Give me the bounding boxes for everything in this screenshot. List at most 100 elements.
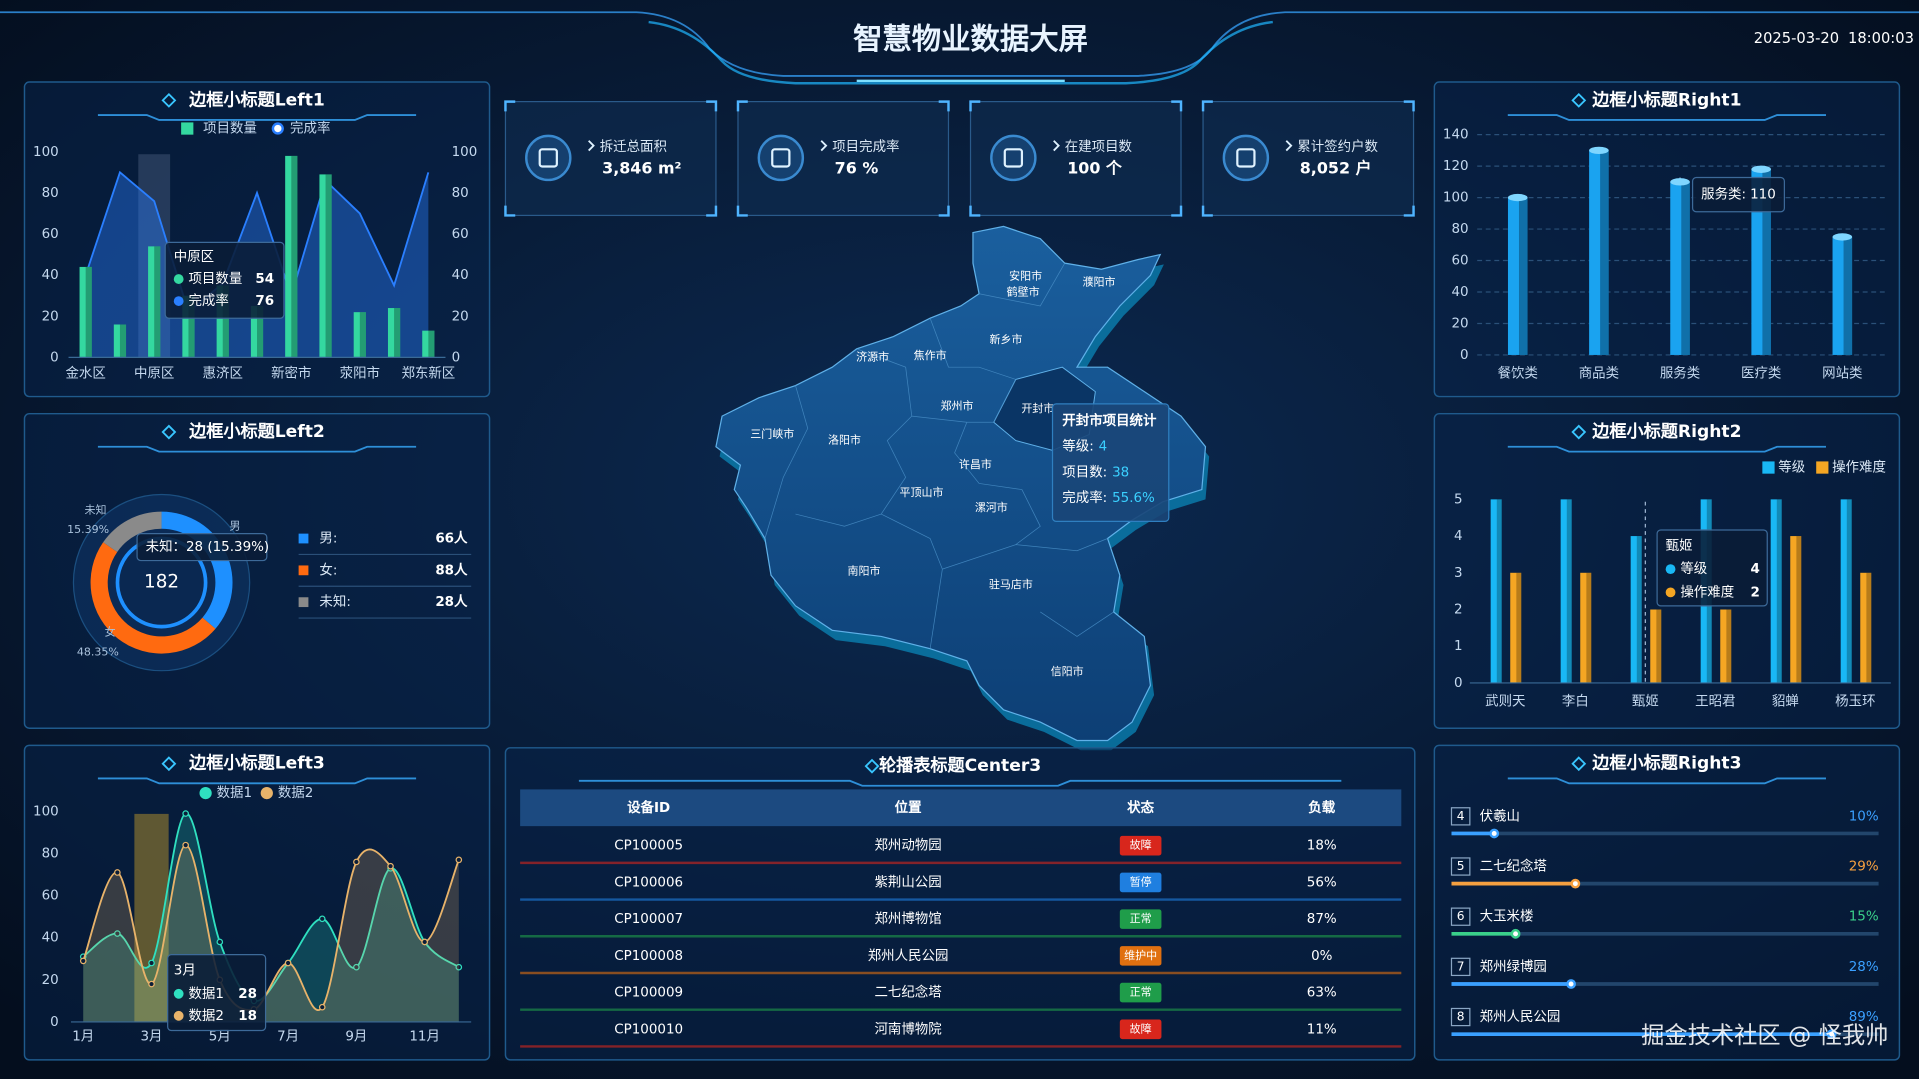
tooltip-label: 数据2: [188, 1008, 223, 1024]
bar-shade: [359, 312, 366, 358]
point: [318, 915, 326, 923]
status-badge: [1119, 1019, 1162, 1040]
rank-box: [1450, 1007, 1471, 1027]
x-tick-label: 1月: [72, 1030, 94, 1045]
tooltip-title: 3月: [174, 964, 196, 979]
point: [216, 938, 224, 946]
kpi-value: 76 %: [835, 158, 879, 177]
point: [284, 959, 292, 967]
x-tick-label: 商品类: [1579, 365, 1619, 381]
legend-label: 数据2: [278, 785, 313, 801]
status-badge: [1119, 946, 1162, 966]
table-cell: 87%: [1307, 912, 1337, 927]
y-tick-label: 80: [1451, 222, 1468, 237]
panel-title-bar: [97, 777, 417, 785]
donut-slice: [90, 542, 216, 654]
tooltip-label: 项目数量: [188, 271, 242, 287]
y-tick-label: 0: [1460, 348, 1469, 363]
x-tick-label: 餐饮类: [1498, 365, 1538, 381]
y-tick-label: 5: [1454, 492, 1463, 507]
panel: [1433, 744, 1901, 1061]
panel: [23, 81, 491, 398]
table-header: 设备ID: [627, 799, 670, 816]
table-cell: CP100009: [614, 986, 683, 1001]
bar: [1720, 609, 1732, 683]
bar-cap: [1507, 193, 1528, 202]
map-tooltip-title: 开封市项目统计: [1062, 412, 1157, 429]
bar: [353, 312, 366, 358]
panel-title-icon: [161, 756, 177, 772]
panel: [1433, 81, 1901, 398]
bar: [1860, 572, 1872, 683]
bar-shade: [154, 246, 161, 358]
status-text: 正常: [1130, 986, 1152, 999]
y-tick-label: 0: [1454, 676, 1463, 691]
tooltip-title: 甄姬: [1666, 538, 1693, 554]
city-label: 开封市: [1021, 401, 1054, 415]
tooltip-label: 等级: [1680, 560, 1707, 577]
rank: 7: [1457, 959, 1465, 973]
bar-cap: [1670, 178, 1690, 186]
legend-label: 项目数量: [203, 121, 257, 137]
y-tick-label: 20: [42, 973, 59, 988]
map-province: [715, 225, 1207, 742]
tooltip-dot: [1665, 587, 1676, 598]
watermark: 掘金技术社区 @ 怪我帅: [1641, 1022, 1888, 1049]
tooltip-value: 110: [1750, 188, 1776, 203]
panel-title-icon: [864, 758, 880, 774]
kpi-corners: [504, 100, 718, 217]
rank: 8: [1457, 1010, 1465, 1024]
table-cell: 二七纪念塔: [874, 984, 942, 1001]
x-tick-label: 服务类: [1660, 365, 1700, 381]
y2-tick-label: 60: [452, 227, 469, 242]
donut-slice: [103, 511, 162, 552]
tooltip-box: [1656, 529, 1768, 607]
table-cell: CP100008: [614, 949, 683, 964]
bar-shade: [1776, 499, 1782, 683]
bar-shade: [1681, 181, 1690, 355]
bar-cap: [1832, 233, 1853, 241]
item-label: 郑州绿博园: [1480, 958, 1547, 975]
donut-total: 182: [144, 572, 179, 593]
bar: [1589, 150, 1609, 355]
city-label: 洛阳市: [828, 433, 861, 447]
bar-shade: [1516, 572, 1522, 683]
tooltip-box: [167, 954, 267, 1032]
legend-value: 28人: [435, 594, 468, 610]
point: [114, 930, 121, 937]
kpi-value: 3,846 m²: [602, 158, 681, 177]
rank-box: [1450, 857, 1471, 876]
table-header-bg: [520, 789, 1402, 827]
tooltip-dot: [173, 296, 184, 306]
bar: [387, 308, 401, 358]
y2-tick-label: 0: [452, 350, 461, 365]
city-label: 鹤壁市: [1007, 285, 1040, 299]
bar: [1507, 197, 1528, 355]
legend-swatch: [271, 122, 284, 135]
bar-shade: [291, 155, 298, 358]
kpi-icon: [771, 148, 791, 168]
table-cell: 63%: [1307, 986, 1337, 1001]
kpi-icon-ring: [757, 134, 805, 182]
rank: 6: [1457, 909, 1465, 923]
kpi-icon-ring: [1222, 134, 1270, 182]
x-tick-label: 郑东新区: [401, 365, 455, 381]
y-tick-label: 60: [1451, 254, 1468, 269]
panel: [23, 744, 491, 1061]
table-header: 负载: [1308, 799, 1335, 816]
y-tick-label: 40: [42, 268, 59, 283]
tooltip-dot: [173, 988, 184, 999]
tooltip-value: 28: [238, 987, 257, 1002]
tooltip-label: 完成率: [188, 292, 228, 309]
tooltip-value: 76: [255, 294, 274, 309]
panel-title: 边框小标题Right2: [1591, 421, 1741, 442]
point: [148, 980, 155, 988]
bar-shade: [1726, 609, 1732, 683]
legend-swatch: [1762, 461, 1775, 474]
bar-shade: [188, 295, 195, 358]
kpi-icon: [1003, 148, 1024, 168]
outer-percent: 48.35%: [77, 645, 119, 658]
bar-shade: [119, 324, 127, 358]
panel-title: 边框小标题Left1: [188, 89, 325, 110]
kpi-label: 在建项目数: [1065, 139, 1133, 155]
